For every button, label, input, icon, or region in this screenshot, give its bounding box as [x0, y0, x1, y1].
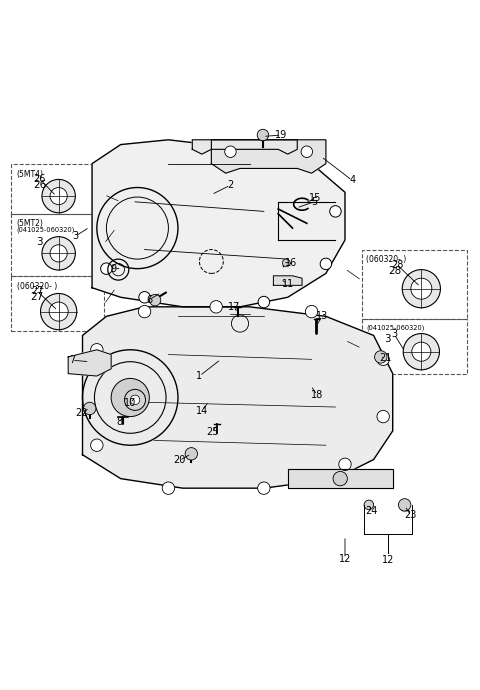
- Text: 7: 7: [69, 355, 75, 365]
- Circle shape: [42, 179, 75, 213]
- Text: 2: 2: [228, 180, 234, 190]
- Circle shape: [124, 389, 145, 411]
- Text: 3: 3: [384, 334, 391, 344]
- Circle shape: [111, 378, 149, 417]
- Circle shape: [398, 499, 411, 511]
- Circle shape: [282, 259, 290, 267]
- Circle shape: [377, 411, 389, 423]
- Text: (5MT4): (5MT4): [17, 170, 44, 179]
- Polygon shape: [83, 307, 393, 488]
- Circle shape: [49, 302, 68, 321]
- Circle shape: [305, 306, 318, 318]
- Circle shape: [101, 263, 112, 275]
- Bar: [362, 250, 467, 319]
- Polygon shape: [211, 140, 326, 173]
- Text: 4: 4: [349, 175, 355, 186]
- Circle shape: [162, 482, 175, 494]
- Text: 25: 25: [206, 427, 218, 437]
- Bar: [362, 319, 467, 373]
- Text: 26: 26: [33, 180, 46, 190]
- Circle shape: [411, 278, 432, 299]
- Text: 12: 12: [339, 554, 351, 564]
- Text: 28: 28: [388, 266, 402, 276]
- Text: 14: 14: [196, 406, 208, 416]
- Circle shape: [42, 237, 75, 270]
- Circle shape: [330, 206, 341, 217]
- Circle shape: [84, 402, 96, 415]
- Circle shape: [402, 270, 441, 308]
- Text: 19: 19: [276, 130, 288, 140]
- Circle shape: [40, 293, 77, 330]
- Text: 20: 20: [173, 455, 186, 466]
- Text: 3: 3: [391, 329, 397, 339]
- Text: 27: 27: [31, 286, 43, 296]
- Text: 26: 26: [34, 174, 46, 184]
- Circle shape: [403, 333, 440, 370]
- Circle shape: [130, 395, 140, 404]
- Circle shape: [50, 188, 67, 205]
- Circle shape: [257, 129, 269, 141]
- Text: 11: 11: [282, 279, 294, 289]
- Polygon shape: [192, 140, 297, 154]
- Circle shape: [258, 482, 270, 494]
- Text: 17: 17: [228, 302, 240, 312]
- Text: 12: 12: [382, 555, 394, 564]
- Circle shape: [374, 351, 387, 363]
- Circle shape: [210, 301, 222, 313]
- Text: 16: 16: [286, 258, 298, 268]
- Text: 3: 3: [72, 231, 78, 241]
- Circle shape: [301, 146, 312, 157]
- Circle shape: [91, 439, 103, 451]
- Text: 18: 18: [311, 390, 324, 400]
- Circle shape: [149, 295, 161, 306]
- Text: (041025-060320): (041025-060320): [366, 324, 425, 331]
- Text: (041025-060320): (041025-060320): [17, 226, 75, 233]
- Text: 21: 21: [379, 353, 392, 364]
- Circle shape: [138, 306, 151, 318]
- Text: 3: 3: [36, 237, 43, 246]
- Text: 28: 28: [391, 260, 404, 270]
- Circle shape: [139, 292, 150, 303]
- Circle shape: [185, 448, 198, 460]
- Circle shape: [225, 146, 236, 157]
- Text: 1: 1: [196, 371, 203, 381]
- Text: 9: 9: [110, 264, 117, 274]
- Bar: [11, 276, 104, 331]
- Polygon shape: [288, 469, 393, 488]
- Text: (060320- ): (060320- ): [17, 282, 57, 290]
- Text: 27: 27: [31, 292, 44, 302]
- Text: 23: 23: [405, 511, 417, 520]
- Text: (5MT2): (5MT2): [17, 219, 44, 228]
- Polygon shape: [68, 350, 111, 376]
- Circle shape: [412, 342, 431, 362]
- Circle shape: [377, 353, 389, 366]
- Text: (060320- ): (060320- ): [366, 255, 407, 264]
- Text: 22: 22: [75, 408, 88, 417]
- Polygon shape: [92, 140, 345, 307]
- Text: 13: 13: [316, 311, 328, 322]
- Text: 8: 8: [117, 417, 123, 427]
- Text: 6: 6: [146, 295, 152, 305]
- Circle shape: [91, 344, 103, 356]
- Circle shape: [364, 500, 373, 510]
- Text: 24: 24: [365, 506, 377, 515]
- Text: 5: 5: [311, 197, 317, 207]
- Circle shape: [339, 458, 351, 471]
- Bar: [11, 214, 104, 276]
- Text: 15: 15: [309, 193, 321, 203]
- Bar: [11, 164, 104, 214]
- Text: 10: 10: [124, 398, 136, 408]
- Circle shape: [333, 471, 348, 486]
- Circle shape: [258, 296, 270, 308]
- Polygon shape: [274, 276, 302, 286]
- Circle shape: [320, 258, 332, 270]
- Circle shape: [50, 245, 67, 262]
